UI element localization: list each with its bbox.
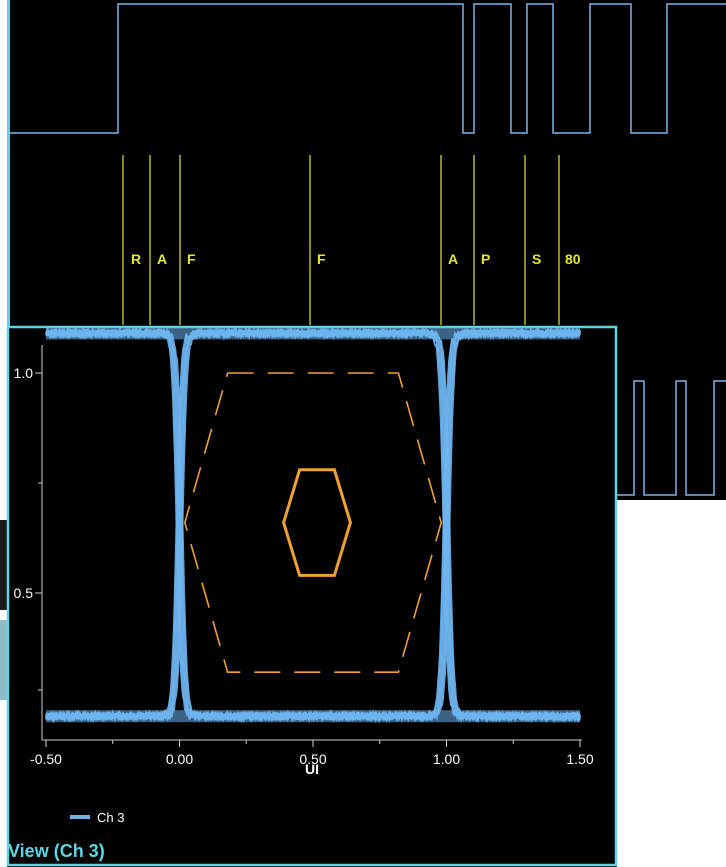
legend-label: Ch 3	[97, 810, 124, 825]
x-tick-label: 0.50	[299, 751, 326, 767]
eye-window-frame	[6, 325, 618, 867]
marker-label: 80	[565, 251, 581, 267]
x-tick-label: -0.50	[30, 751, 62, 767]
marker-label: A	[448, 251, 458, 267]
y-tick-label: 1.0	[14, 365, 34, 381]
marker-label: F	[317, 251, 326, 267]
logic-panel-frame-left	[7, 0, 10, 500]
marker-label: P	[481, 251, 490, 267]
marker-label: S	[532, 251, 541, 267]
mask-outer-polygon	[183, 372, 443, 674]
marker-label: F	[187, 251, 196, 267]
logic-trace-top	[10, 3, 726, 134]
eye-window-title: View (Ch 3)	[8, 841, 105, 861]
eye-trace-ch3	[45, 326, 581, 724]
x-tick-label: 1.50	[566, 751, 593, 767]
eye-window	[7, 326, 617, 867]
eye-level-band	[46, 327, 580, 340]
x-ticks: -0.50 0.00 0.50 1.00 1.50	[30, 740, 594, 767]
marker-label: A	[157, 251, 167, 267]
x-tick-label: 1.00	[433, 751, 460, 767]
y-tick-label: 0.5	[14, 585, 34, 601]
marker-group: R A F F A P S 80	[122, 155, 581, 325]
desktop-background	[619, 500, 726, 867]
mask-inner-polygon	[282, 468, 352, 577]
x-axis-label: UI	[305, 761, 319, 777]
marker-label: R	[131, 251, 141, 267]
eye-level-band	[46, 710, 580, 723]
x-tick-label: 0.00	[166, 751, 193, 767]
logic-trace-bottom	[612, 380, 726, 496]
